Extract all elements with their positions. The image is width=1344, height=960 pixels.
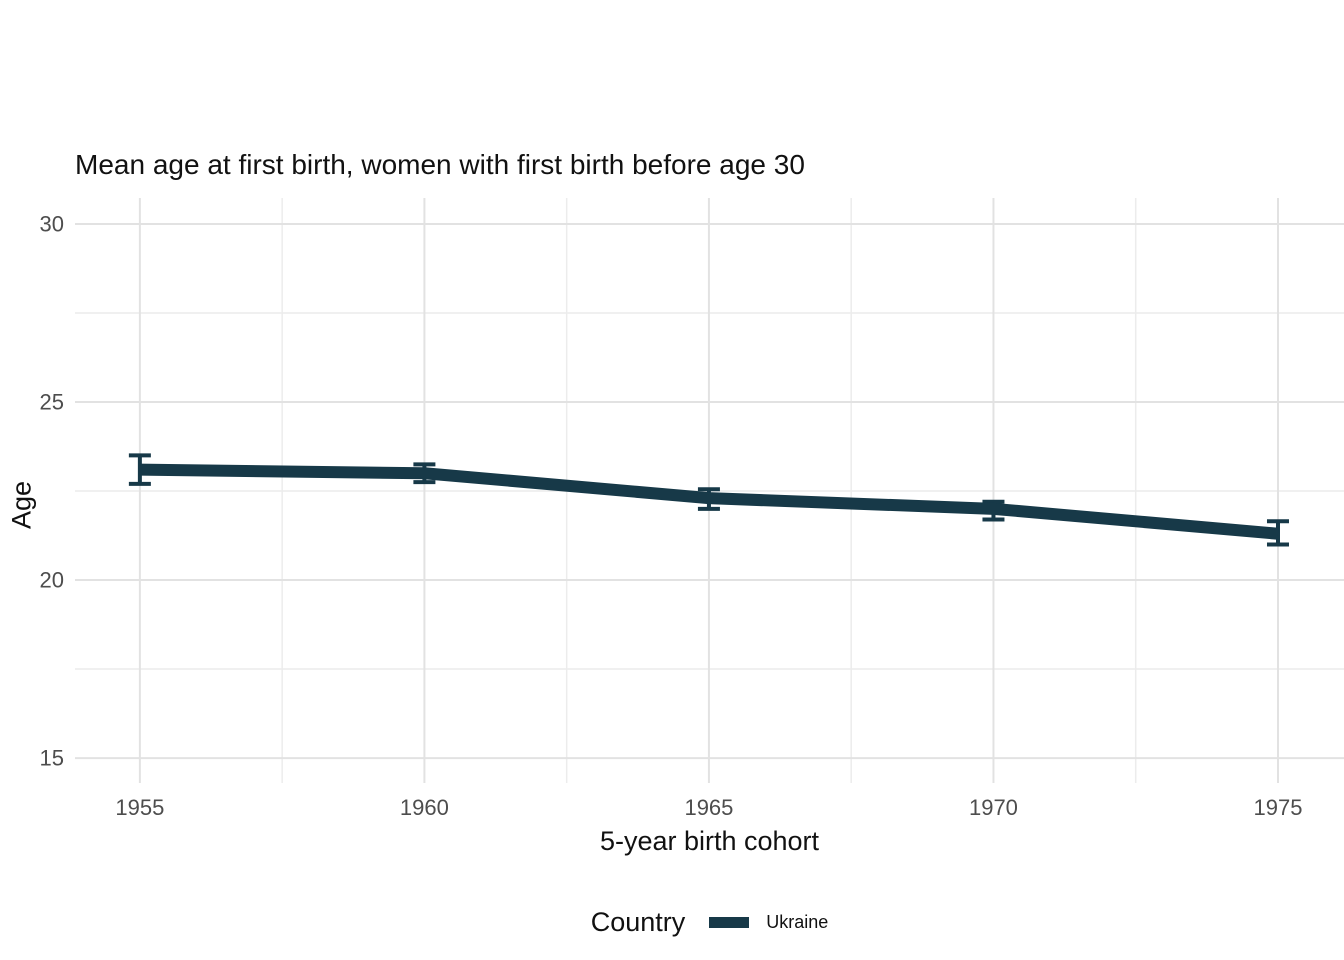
legend: Country Ukraine — [75, 900, 1344, 944]
x-tick-label: 1955 — [115, 795, 164, 820]
x-tick-label: 1965 — [684, 795, 733, 820]
x-tick-label: 1970 — [969, 795, 1018, 820]
x-tick-label: 1975 — [1254, 795, 1303, 820]
legend-swatch-ukraine — [709, 916, 750, 928]
y-tick-label: 15 — [40, 746, 64, 771]
x-tick-label: 1960 — [400, 795, 449, 820]
x-axis-title: 5-year birth cohort — [599, 826, 820, 856]
y-tick-label: 30 — [40, 211, 64, 236]
chart-title: Mean age at first birth, women with firs… — [75, 149, 805, 180]
y-axis-title: Age — [6, 480, 37, 530]
y-tick-label: 25 — [40, 390, 64, 415]
legend-label-ukraine: Ukraine — [766, 911, 829, 932]
y-tick-label: 20 — [40, 568, 64, 593]
series-line-ukraine — [139, 463, 1279, 540]
legend-title: Country — [590, 906, 686, 937]
